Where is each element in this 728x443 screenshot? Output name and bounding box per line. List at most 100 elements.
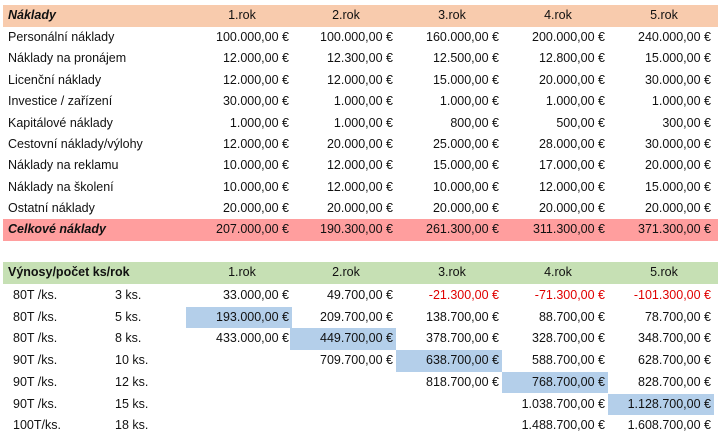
cost-cell: 20.000,00 € [644, 201, 711, 216]
cost-cell: 10.000,00 € [432, 179, 499, 194]
year-header: 4.rok [544, 8, 572, 22]
unit-price: 80T /ks. [13, 309, 58, 324]
cost-cell: 20.000,00 € [644, 158, 711, 173]
revenue-cell [189, 350, 289, 372]
revenue-row: 90T /ks. 15 ks. 1.038.700,00 € 1.128.700,00… [3, 393, 718, 416]
revenue-cell: 138.700,00 € [426, 309, 499, 324]
revenue-header-row: Výnosy/počet ks/rok 1.rok 2.rok 3.rok 4.… [3, 262, 718, 284]
highlight-cell [608, 393, 714, 415]
revenue-row: 90T /ks. 12 ks. 818.700,00 € 768.700,00 € 82… [3, 371, 718, 394]
revenue-cell: 768.700,00 € [532, 374, 605, 389]
revenue-cell: -21.300,00 € [428, 288, 499, 302]
quantity: 15 ks. [115, 396, 149, 411]
cost-cell: 12.500,00 € [432, 51, 499, 66]
cost-cell: 500,00 € [556, 115, 605, 130]
cost-cell: 12.000,00 € [538, 179, 605, 194]
revenue-row: 80T /ks. 8 ks. 433.000,00 € 449.700,00 € 378… [3, 328, 718, 350]
cost-cell: 30.000,00 € [222, 94, 289, 109]
cost-cell: 1.000,00 € [333, 94, 393, 109]
revenue-row: 80T /ks. 3 ks. 33.000,00 € 49.700,00 € -21.3… [3, 285, 718, 307]
cost-cell: 100.000,00 € [216, 30, 289, 44]
cost-cell: 12.000,00 € [222, 51, 289, 66]
total-cell: 371.300,00 € [638, 222, 711, 236]
revenue-cell: 628.700,00 € [638, 353, 711, 368]
unit-price: 90T /ks. [13, 374, 58, 389]
revenue-cell: 449.700,00 € [320, 331, 393, 346]
revenue-cell [189, 372, 289, 394]
year-header: 5.rok [650, 8, 678, 22]
cost-cell: 28.000,00 € [538, 137, 605, 151]
cost-cell: 10.000,00 € [222, 179, 289, 194]
cost-label: Náklady na reklamu [8, 158, 119, 173]
cost-row: Licenční náklady 12.000,00 € 12.000,00 € 15… [3, 70, 718, 92]
cost-cell: 12.000,00 € [326, 179, 393, 194]
cost-row: Ostatní náklady 20.000,00 € 20.000,00 € 20.… [3, 198, 718, 220]
cost-row: Kapitálové náklady 1.000,00 € 1.000,00 € 80… [3, 113, 718, 135]
cost-cell: 1.000,00 € [651, 94, 711, 109]
revenue-cell: 828.700,00 € [638, 374, 711, 389]
cost-label: Ostatní náklady [8, 201, 95, 216]
revenue-cell [399, 415, 499, 437]
revenue-cell: 1.488.700,00 € [521, 418, 605, 433]
cost-cell: 15.000,00 € [432, 72, 499, 87]
total-cell: 311.300,00 € [532, 222, 605, 236]
cost-label: Cestovní náklady/výlohy [8, 137, 143, 151]
revenue-cell [293, 372, 393, 394]
unit-price: 80T /ks. [13, 331, 58, 346]
revenue-cell: 88.700,00 € [538, 309, 605, 324]
year-header: 3.rok [438, 265, 466, 279]
cost-cell: 20.000,00 € [538, 72, 605, 87]
year-header: 2.rok [332, 8, 360, 22]
cost-row: Investice / zařízení 30.000,00 € 1.000,00 … [3, 91, 718, 113]
unit-price: 90T /ks. [13, 396, 58, 411]
unit-price: 80T /ks. [13, 288, 58, 302]
cost-cell: 12.000,00 € [222, 72, 289, 87]
cost-cell: 30.000,00 € [644, 72, 711, 87]
cost-cell: 12.000,00 € [326, 72, 393, 87]
revenue-row: 90T /ks. 10 ks. 709.700,00 € 638.700,00 € 58… [3, 350, 718, 372]
revenue-cell: 638.700,00 € [426, 353, 499, 368]
revenue-cell: 378.700,00 € [426, 331, 499, 346]
cost-cell: 160.000,00 € [426, 30, 499, 44]
costs-total-row: Celkové náklady 207.000,00 € 190.300,00 … [3, 219, 718, 241]
revenue-cell: 209.700,00 € [320, 309, 393, 324]
highlight-cell [396, 350, 502, 372]
cost-cell: 10.000,00 € [222, 158, 289, 173]
cost-cell: 12.300,00 € [326, 51, 393, 66]
revenue-cell: 1.608.700,00 € [627, 418, 711, 433]
cost-cell: 20.000,00 € [222, 201, 289, 216]
revenue-cell: 709.700,00 € [320, 353, 393, 368]
costs-header-row: Náklady 1.rok 2.rok 3.rok 4.rok 5.rok [3, 5, 718, 27]
cost-label: Licenční náklady [8, 72, 102, 87]
total-cell: 207.000,00 € [216, 222, 289, 236]
highlight-cell [186, 306, 292, 329]
revenue-cell [189, 415, 289, 437]
cost-cell: 1.000,00 € [333, 115, 393, 130]
cost-cell: 12.800,00 € [538, 51, 605, 66]
highlight-cell [502, 371, 608, 394]
cost-cell: 15.000,00 € [644, 51, 711, 66]
cost-cell: 200.000,00 € [532, 30, 605, 44]
year-header: 4.rok [544, 265, 572, 279]
revenue-cell: 193.000,00 € [216, 309, 289, 324]
unit-price: 90T /ks. [13, 353, 58, 368]
cost-label: Kapitálové náklady [8, 115, 113, 130]
unit-price: 100T/ks. [13, 418, 61, 433]
revenue-cell [293, 394, 393, 416]
cost-cell: 1.000,00 € [545, 94, 605, 109]
year-header: 5.rok [650, 265, 678, 279]
year-header: 1.rok [228, 8, 256, 22]
revenue-cell [399, 394, 499, 416]
revenue-cell: 78.700,00 € [644, 309, 711, 324]
quantity: 12 ks. [115, 374, 149, 389]
revenue-cell: 328.700,00 € [532, 331, 605, 346]
quantity: 5 ks. [115, 309, 142, 324]
revenue-row: 100T/ks. 18 ks. 1.488.700,00 € 1.608.700,00… [3, 415, 718, 437]
cost-row: Náklady na pronájem 12.000,00 € 12.300,00 … [3, 48, 718, 70]
cost-cell: 25.000,00 € [432, 137, 499, 151]
revenue-cell [293, 415, 393, 437]
quantity: 3 ks. [115, 288, 142, 302]
revenue-cell: 348.700,00 € [638, 331, 711, 346]
cost-row: Náklady na reklamu 10.000,00 € 12.000,00 €… [3, 155, 718, 177]
revenue-cell: 433.000,00 € [216, 331, 289, 346]
